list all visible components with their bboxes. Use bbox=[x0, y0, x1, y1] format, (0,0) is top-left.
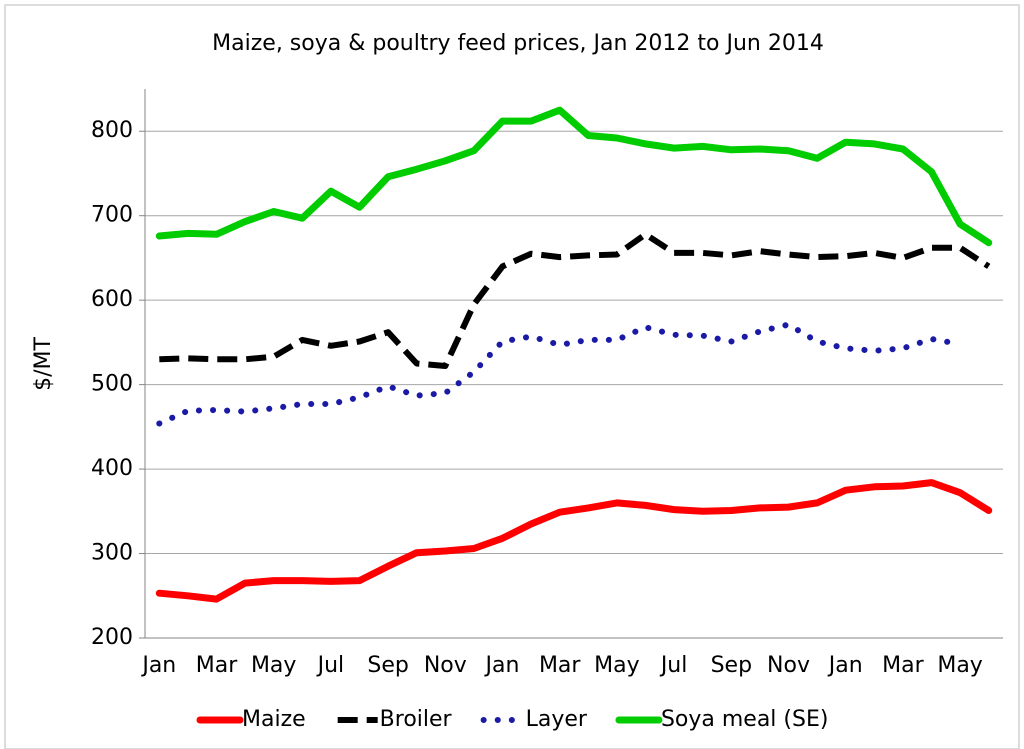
y-axis-label: $/MT bbox=[31, 337, 56, 391]
x-tick-label: Sep bbox=[711, 653, 752, 678]
y-tick-label: 700 bbox=[91, 203, 133, 228]
x-tick-label: Mar bbox=[539, 653, 581, 678]
y-tick-label: 200 bbox=[91, 625, 133, 650]
x-tick-label: Nov bbox=[767, 653, 810, 678]
x-tick-label: May bbox=[937, 653, 982, 678]
chart-title: Maize, soya & poultry feed prices, Jan 2… bbox=[212, 31, 824, 56]
x-tick-label: Jan bbox=[827, 653, 863, 678]
x-tick-label: Jan bbox=[140, 653, 176, 678]
y-tick-label: 300 bbox=[91, 541, 133, 566]
x-tick-label: Mar bbox=[882, 653, 924, 678]
x-tick-label: Nov bbox=[424, 653, 467, 678]
y-tick-label: 600 bbox=[91, 287, 133, 312]
legend-label: Layer bbox=[526, 707, 588, 732]
series-line bbox=[159, 231, 991, 369]
y-tick-label: 500 bbox=[91, 372, 133, 397]
series-line bbox=[155, 479, 993, 603]
legend-label: Broiler bbox=[380, 707, 453, 732]
x-tick-label: Jan bbox=[484, 653, 520, 678]
legend-label: Maize bbox=[242, 707, 306, 732]
y-tick-label: 800 bbox=[91, 118, 133, 143]
series-line bbox=[155, 106, 993, 247]
x-tick-label: Sep bbox=[367, 653, 408, 678]
y-tick-label: 400 bbox=[91, 456, 133, 481]
x-tick-label: Jul bbox=[316, 653, 345, 678]
x-tick-label: Mar bbox=[196, 653, 238, 678]
x-tick-label: May bbox=[594, 653, 639, 678]
x-tick-label: May bbox=[251, 653, 296, 678]
x-tick-label: Jul bbox=[659, 653, 688, 678]
legend-label: Soya meal (SE) bbox=[661, 707, 829, 732]
chart-border bbox=[4, 4, 1020, 749]
